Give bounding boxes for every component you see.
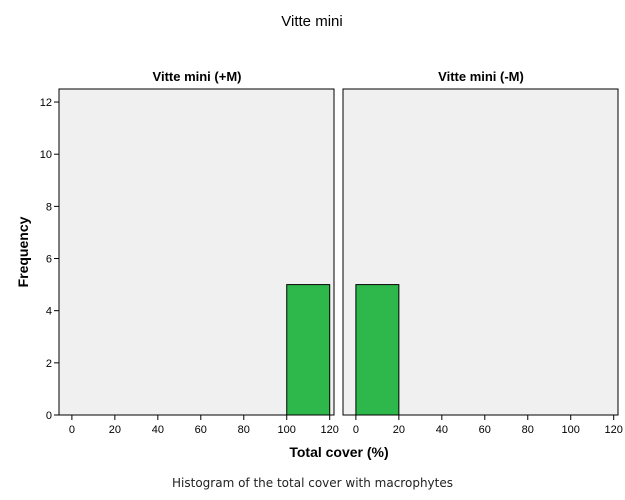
y-axis: 0 2 4 6 8 10 12	[40, 97, 59, 422]
bars-plus-m	[286, 284, 331, 416]
x-tick-label-120: 120	[605, 424, 623, 436]
x-tick-label-40: 40	[436, 424, 448, 436]
y-tick-label-4: 4	[46, 306, 52, 318]
x-axis-label: Total cover (%)	[289, 444, 388, 460]
x-tick-label-60: 60	[195, 424, 207, 436]
x-tick-label-100: 100	[278, 424, 296, 436]
x-tick-label-60: 60	[479, 424, 491, 436]
x-tick-label-0: 0	[353, 424, 359, 436]
x-tick-label-120: 120	[321, 424, 339, 436]
y-tick-label-6: 6	[46, 254, 52, 266]
histogram-bar	[286, 284, 331, 416]
x-axis-plus-m: 0 20 40 60 80 100 120	[69, 415, 339, 436]
panel-title-minus-m: Vitte mini (-M)	[438, 69, 524, 84]
chart-title: Vitte mini	[281, 13, 342, 30]
x-tick-label-0: 0	[69, 424, 75, 436]
bars-minus-m	[355, 284, 400, 416]
histogram-bar	[355, 284, 400, 416]
y-tick-label-8: 8	[46, 201, 52, 213]
x-tick-label-20: 20	[109, 424, 121, 436]
x-axis-minus-m: 0 20 40 60 80 100 120	[353, 415, 623, 436]
x-tick-label-80: 80	[238, 424, 250, 436]
x-tick-label-100: 100	[562, 424, 580, 436]
y-tick-label-2: 2	[46, 358, 52, 370]
y-tick-label-10: 10	[40, 149, 52, 161]
figure-caption: Histogram of the total cover with macrop…	[172, 476, 453, 490]
x-tick-label-40: 40	[152, 424, 164, 436]
y-tick-label-12: 12	[40, 97, 52, 109]
y-axis-label: Frequency	[15, 216, 31, 287]
x-tick-label-20: 20	[393, 424, 405, 436]
panel-title-plus-m: Vitte mini (+M)	[153, 69, 242, 84]
y-tick-label-0: 0	[46, 410, 52, 422]
x-tick-label-80: 80	[522, 424, 534, 436]
